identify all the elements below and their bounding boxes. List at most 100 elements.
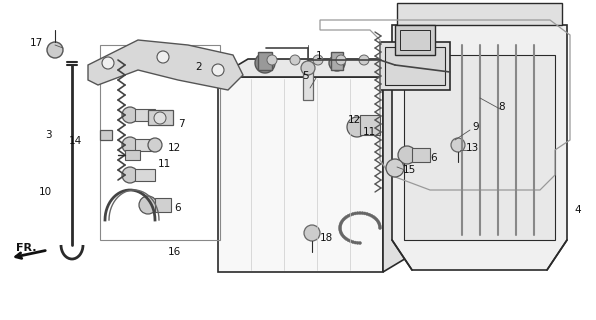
Bar — [397, 3, 562, 25]
Circle shape — [377, 221, 380, 224]
Bar — [218, 77, 383, 272]
Circle shape — [349, 240, 352, 243]
Text: FR.: FR. — [15, 243, 36, 253]
Circle shape — [352, 212, 355, 215]
Polygon shape — [392, 25, 567, 270]
Bar — [135, 169, 155, 181]
Circle shape — [368, 213, 371, 216]
Circle shape — [361, 212, 364, 215]
Circle shape — [370, 214, 373, 217]
Polygon shape — [383, 59, 413, 272]
Text: 16: 16 — [168, 247, 181, 257]
Circle shape — [378, 227, 381, 229]
Text: 14: 14 — [69, 136, 82, 146]
Circle shape — [339, 230, 342, 233]
Text: 2: 2 — [195, 62, 201, 72]
Polygon shape — [88, 40, 243, 90]
Circle shape — [139, 196, 157, 214]
Circle shape — [356, 212, 359, 215]
Circle shape — [375, 218, 378, 221]
Circle shape — [340, 221, 343, 224]
Text: 6: 6 — [430, 153, 437, 163]
Text: 7: 7 — [178, 119, 185, 129]
Circle shape — [122, 107, 138, 123]
Circle shape — [372, 215, 375, 218]
Text: 11: 11 — [158, 159, 171, 169]
Circle shape — [342, 218, 345, 221]
Circle shape — [343, 217, 346, 220]
Circle shape — [157, 51, 169, 63]
Text: 9: 9 — [472, 122, 479, 132]
Circle shape — [340, 232, 343, 235]
Bar — [400, 30, 430, 50]
Text: 11: 11 — [363, 127, 376, 137]
Text: 4: 4 — [574, 205, 581, 215]
Circle shape — [347, 214, 350, 217]
Circle shape — [353, 212, 357, 215]
Circle shape — [304, 225, 320, 241]
Bar — [135, 109, 155, 121]
Circle shape — [356, 241, 359, 244]
Circle shape — [336, 55, 346, 65]
Circle shape — [122, 167, 138, 183]
Circle shape — [359, 242, 362, 244]
Text: 12: 12 — [168, 143, 181, 153]
Circle shape — [451, 138, 465, 152]
Bar — [100, 45, 220, 240]
Text: 13: 13 — [466, 143, 479, 153]
Circle shape — [339, 228, 342, 231]
Bar — [395, 25, 435, 55]
Text: 1: 1 — [316, 51, 322, 61]
Bar — [412, 148, 430, 162]
Bar — [135, 139, 155, 151]
Circle shape — [329, 55, 345, 71]
Circle shape — [212, 64, 224, 76]
Text: 17: 17 — [30, 38, 44, 48]
Circle shape — [267, 55, 277, 65]
Circle shape — [148, 138, 162, 152]
Bar — [100, 130, 112, 140]
Text: 8: 8 — [498, 102, 505, 112]
Circle shape — [364, 212, 367, 215]
Circle shape — [345, 215, 348, 218]
Bar — [303, 68, 313, 100]
Circle shape — [353, 241, 357, 244]
Circle shape — [352, 241, 355, 244]
Circle shape — [339, 225, 342, 228]
Bar — [331, 52, 343, 70]
Bar — [385, 47, 445, 85]
Bar — [125, 150, 140, 160]
Circle shape — [339, 227, 342, 229]
Circle shape — [347, 239, 350, 242]
Text: 15: 15 — [403, 165, 416, 175]
Text: 3: 3 — [45, 130, 52, 140]
Text: 5: 5 — [302, 71, 309, 81]
Circle shape — [382, 55, 392, 65]
Circle shape — [347, 117, 367, 137]
Circle shape — [378, 223, 381, 226]
Bar — [155, 198, 171, 212]
Circle shape — [359, 55, 369, 65]
Circle shape — [349, 213, 352, 216]
Circle shape — [290, 55, 300, 65]
Text: 10: 10 — [39, 187, 52, 197]
Circle shape — [374, 217, 377, 220]
Bar — [360, 115, 380, 135]
Bar — [148, 110, 173, 125]
Circle shape — [343, 236, 346, 239]
Circle shape — [122, 137, 138, 153]
Circle shape — [386, 159, 404, 177]
Bar — [380, 42, 450, 90]
Text: 12: 12 — [348, 115, 361, 125]
Circle shape — [378, 225, 381, 228]
Circle shape — [341, 234, 344, 236]
Text: 6: 6 — [174, 203, 181, 213]
Text: 18: 18 — [320, 233, 333, 243]
Circle shape — [102, 57, 114, 69]
Circle shape — [339, 223, 342, 226]
Circle shape — [342, 235, 345, 238]
Bar — [404, 55, 555, 240]
Circle shape — [301, 61, 315, 75]
Circle shape — [359, 212, 362, 214]
Circle shape — [255, 53, 275, 73]
